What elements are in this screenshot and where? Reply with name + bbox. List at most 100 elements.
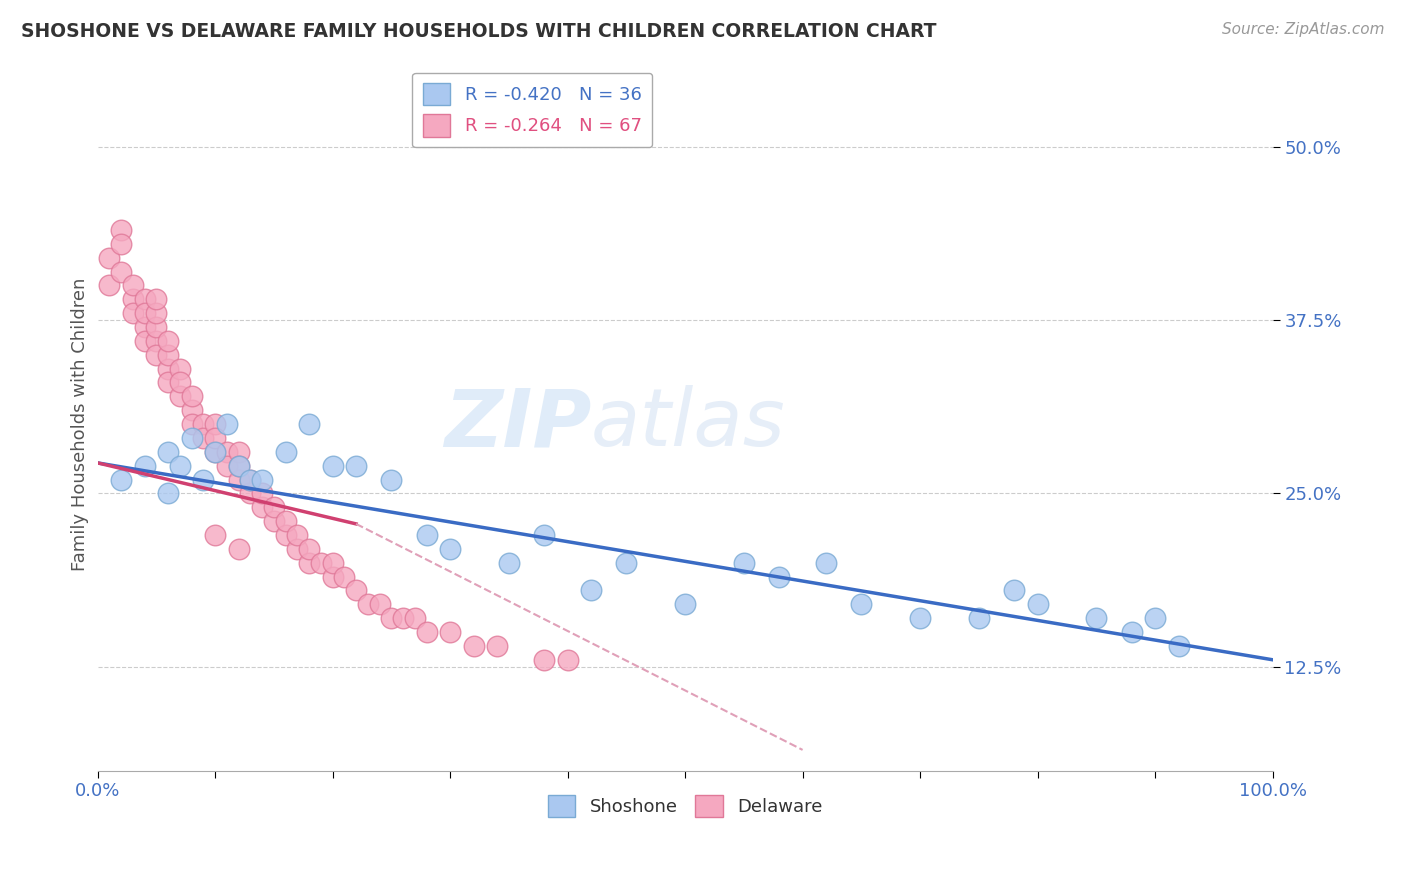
Point [121, 278, 143, 293]
Point [673, 597, 696, 611]
Point [180, 403, 202, 417]
Point [228, 458, 250, 473]
Point [134, 458, 156, 473]
Point [157, 376, 180, 390]
Point [250, 500, 273, 515]
Point [110, 264, 132, 278]
Point [274, 514, 297, 528]
Point [274, 528, 297, 542]
Point [215, 444, 238, 458]
Point [815, 556, 838, 570]
Point [1144, 611, 1167, 625]
Point [344, 458, 367, 473]
Point [204, 444, 226, 458]
Point [439, 625, 461, 640]
Point [368, 597, 391, 611]
Point [169, 389, 191, 403]
Point [322, 556, 344, 570]
Point [134, 306, 156, 320]
Point [250, 473, 273, 487]
Point [380, 473, 402, 487]
Point [145, 348, 167, 362]
Point [193, 417, 215, 431]
Text: atlas: atlas [591, 385, 786, 463]
Point [357, 597, 380, 611]
Text: Source: ZipAtlas.com: Source: ZipAtlas.com [1222, 22, 1385, 37]
Point [404, 611, 426, 625]
Point [98, 278, 121, 293]
Point [533, 528, 555, 542]
Point [908, 611, 931, 625]
Legend: Shoshone, Delaware: Shoshone, Delaware [541, 788, 830, 824]
Point [169, 458, 191, 473]
Point [169, 361, 191, 376]
Point [263, 500, 285, 515]
Point [533, 653, 555, 667]
Point [228, 444, 250, 458]
Point [180, 431, 202, 445]
Point [193, 431, 215, 445]
Point [557, 653, 579, 667]
Point [380, 611, 402, 625]
Point [110, 223, 132, 237]
Point [228, 473, 250, 487]
Point [344, 583, 367, 598]
Point [851, 597, 873, 611]
Point [145, 320, 167, 334]
Text: SHOSHONE VS DELAWARE FAMILY HOUSEHOLDS WITH CHILDREN CORRELATION CHART: SHOSHONE VS DELAWARE FAMILY HOUSEHOLDS W… [21, 22, 936, 41]
Point [1002, 583, 1025, 598]
Point [180, 417, 202, 431]
Point [463, 639, 485, 653]
Point [486, 639, 509, 653]
Y-axis label: Family Households with Children: Family Households with Children [72, 277, 89, 571]
Point [204, 417, 226, 431]
Point [239, 486, 262, 500]
Point [110, 236, 132, 251]
Point [498, 556, 520, 570]
Point [157, 361, 180, 376]
Point [298, 541, 321, 556]
Point [1026, 597, 1049, 611]
Point [134, 320, 156, 334]
Point [228, 541, 250, 556]
Point [239, 473, 262, 487]
Point [298, 417, 321, 431]
Point [285, 541, 308, 556]
Point [204, 444, 226, 458]
Point [967, 611, 990, 625]
Point [298, 556, 321, 570]
Point [193, 473, 215, 487]
Point [768, 569, 790, 583]
Point [145, 306, 167, 320]
Point [121, 306, 143, 320]
Point [439, 541, 461, 556]
Point [263, 514, 285, 528]
Point [180, 389, 202, 403]
Point [157, 444, 180, 458]
Point [285, 528, 308, 542]
Point [274, 444, 297, 458]
Point [157, 334, 180, 348]
Point [98, 251, 121, 265]
Point [110, 473, 132, 487]
Point [322, 569, 344, 583]
Point [145, 293, 167, 307]
Point [1121, 625, 1143, 640]
Point [134, 334, 156, 348]
Text: ZIP: ZIP [444, 385, 591, 463]
Point [239, 473, 262, 487]
Point [322, 458, 344, 473]
Point [579, 583, 602, 598]
Point [157, 348, 180, 362]
Point [228, 458, 250, 473]
Point [204, 528, 226, 542]
Point [215, 417, 238, 431]
Point [415, 625, 437, 640]
Point [134, 293, 156, 307]
Point [614, 556, 637, 570]
Point [169, 376, 191, 390]
Point [1167, 639, 1189, 653]
Point [215, 458, 238, 473]
Point [309, 556, 332, 570]
Point [415, 528, 437, 542]
